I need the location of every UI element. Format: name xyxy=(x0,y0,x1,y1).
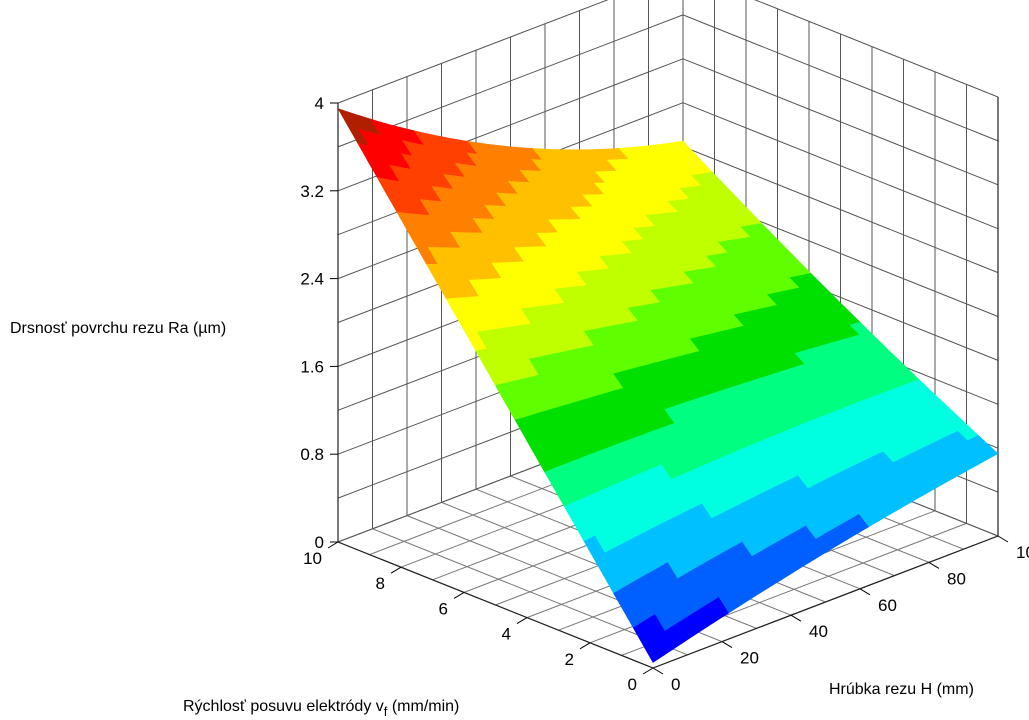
floor-edge xyxy=(652,535,999,669)
vf-tick-label: 10 xyxy=(303,549,322,568)
h-tick-label: 20 xyxy=(740,649,759,668)
vf-axis-label-unit: (mm/min) xyxy=(387,698,459,715)
vf-tick-mark xyxy=(453,591,465,599)
z-axis-label: Drsnosť povrchu rezu Ra (µm) xyxy=(10,320,226,337)
wall-grid-line xyxy=(682,58,999,186)
wall-grid-line xyxy=(682,102,999,230)
h-tick-mark xyxy=(928,561,940,569)
h-tick-label: 0 xyxy=(671,675,680,694)
vf-tick-mark xyxy=(390,566,402,574)
vf-tick-label: 4 xyxy=(502,625,511,644)
vf-tick-mark xyxy=(642,667,654,675)
h-tick-mark xyxy=(997,535,1009,543)
vf-axis-label: Rýchlosť posuvu elektródy vf (mm/min) xyxy=(183,698,459,719)
wall-grid-line xyxy=(337,14,684,148)
z-tick-label: 0.8 xyxy=(300,445,324,464)
wall-grid-line xyxy=(754,0,999,98)
h-tick-mark xyxy=(859,588,871,596)
h-tick-label: 100 xyxy=(1016,543,1029,562)
vf-tick-label: 2 xyxy=(565,650,574,669)
vf-axis-label-sub: f xyxy=(384,704,388,719)
surface-patch xyxy=(642,637,665,663)
h-tick-label: 60 xyxy=(878,596,897,615)
axis-ticks: 00.81.62.43.240246810020406080100 xyxy=(300,94,1029,694)
h-tick-mark xyxy=(721,641,733,649)
wall-grid-line xyxy=(682,146,999,274)
h-axis-label: Hrúbka rezu H (mm) xyxy=(829,681,974,698)
vf-tick-mark xyxy=(516,617,528,625)
h-tick-label: 40 xyxy=(809,622,828,641)
response-surface xyxy=(337,107,999,663)
z-tick-label: 0 xyxy=(315,533,324,552)
h-tick-mark xyxy=(652,667,664,675)
h-tick-label: 80 xyxy=(947,569,966,588)
axis-labels: Drsnosť povrchu rezu Ra (µm) Hrúbka rezu… xyxy=(10,320,974,719)
vf-tick-label: 0 xyxy=(628,675,637,694)
z-tick-label: 1.6 xyxy=(300,357,324,376)
floor-edge xyxy=(337,541,654,669)
vf-tick-label: 8 xyxy=(376,574,385,593)
vf-axis-label-main: Rýchlosť posuvu elektródy v xyxy=(183,698,384,715)
z-tick-label: 3.2 xyxy=(300,182,324,201)
h-tick-mark xyxy=(790,614,802,622)
vf-tick-mark xyxy=(327,541,339,549)
wall-grid-line xyxy=(337,0,609,104)
wall-grid-line xyxy=(682,14,999,142)
vf-tick-mark xyxy=(579,642,591,650)
vf-tick-label: 6 xyxy=(439,599,448,618)
z-tick-label: 4 xyxy=(315,94,324,113)
z-tick-label: 2.4 xyxy=(300,270,324,289)
